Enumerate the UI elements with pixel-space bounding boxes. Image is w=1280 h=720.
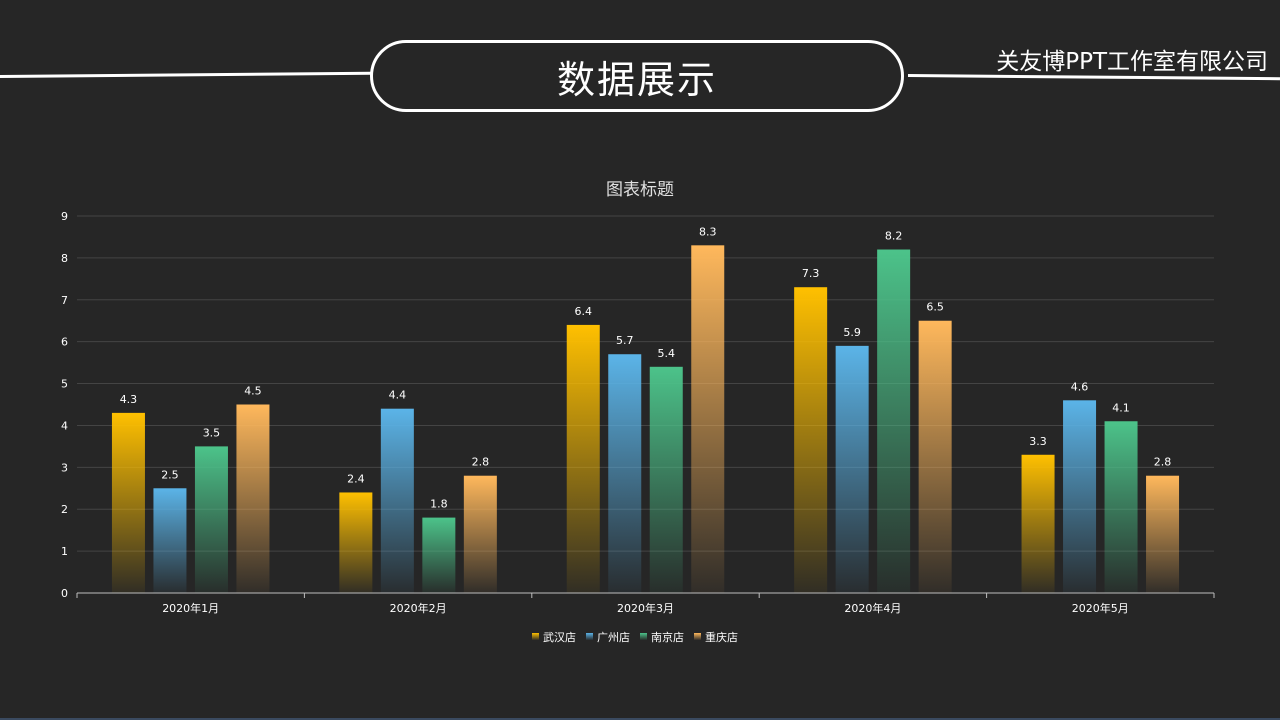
legend-swatch: [532, 633, 539, 640]
bar-重庆店-2020年3月: [691, 245, 725, 594]
x-tick-label: 2020年2月: [390, 601, 447, 615]
bar-武汉店-2020年3月: [566, 324, 600, 593]
bar-广州店-2020年1月: [153, 488, 187, 593]
axes: 0 1 2 3 4 5 6 7 8 9 2020年1月 2020年2月 2020年3月 2020年4月 20…: [61, 210, 1215, 615]
company-name: 关友博PPT工作室有限公司: [996, 49, 1268, 75]
data-label: 4.3: [120, 393, 138, 406]
bar-重庆店-2020年4月: [918, 320, 952, 593]
data-label: 5.4: [658, 347, 676, 360]
x-tick-label: 2020年3月: [617, 601, 674, 615]
data-label: 2.4: [347, 472, 365, 485]
bar-重庆店-2020年2月: [463, 475, 497, 593]
data-label: 7.3: [802, 267, 820, 280]
bar-武汉店-2020年2月: [339, 492, 373, 593]
bar-广州店-2020年3月: [608, 354, 642, 593]
data-label: 8.2: [885, 230, 903, 243]
bar-广州店-2020年4月: [835, 345, 869, 593]
y-tick-label: 2: [61, 503, 68, 516]
legend: 武汉店 广州店 南京店 重庆店: [532, 630, 738, 644]
data-labels: 4.3 2.5 3.5 4.5 2.4 4.4 1.8 2.8 6.4 5.7 5.4 8.3 7.3 5…: [120, 225, 1172, 510]
bar-重庆店-2020年5月: [1146, 475, 1180, 593]
bar-南京店-2020年2月: [422, 517, 456, 593]
data-label: 5.9: [843, 326, 861, 339]
legend-label: 广州店: [597, 630, 630, 644]
bars: [111, 245, 1180, 594]
data-label: 6.5: [926, 301, 944, 314]
data-label: 5.7: [616, 334, 634, 347]
bar-武汉店-2020年1月: [111, 412, 145, 593]
page-title-text: 数据展示: [556, 57, 717, 102]
y-tick-label: 3: [61, 461, 68, 474]
y-tick-label: 7: [61, 294, 68, 307]
bottom-border: [0, 718, 1280, 720]
y-tick-label: 5: [61, 378, 68, 391]
bar-广州店-2020年5月: [1063, 400, 1097, 593]
x-tick-label: 2020年4月: [844, 601, 901, 615]
y-tick-label: 1: [61, 545, 68, 558]
y-tick-label: 8: [61, 252, 68, 265]
bar-广州店-2020年2月: [380, 408, 414, 593]
data-label: 2.5: [161, 468, 179, 481]
x-tick-label: 2020年1月: [162, 601, 219, 615]
data-label: 8.3: [699, 225, 717, 238]
legend-label: 南京店: [651, 630, 684, 644]
y-tick-label: 9: [61, 210, 68, 223]
y-tick-label: 4: [61, 419, 68, 432]
bar-南京店-2020年4月: [877, 249, 911, 593]
legend-swatch: [694, 633, 701, 640]
bar-南京店-2020年1月: [194, 446, 228, 593]
data-label: 4.4: [389, 389, 407, 402]
legend-swatch: [640, 633, 647, 640]
data-label: 3.3: [1029, 435, 1047, 448]
legend-swatch: [586, 633, 593, 640]
chart-title: 图表标题: [606, 180, 674, 200]
data-label: 2.8: [472, 456, 490, 469]
page-title: 数据展示: [370, 40, 904, 112]
data-label: 1.8: [430, 498, 448, 511]
bar-南京店-2020年3月: [649, 366, 683, 593]
data-label: 4.6: [1071, 380, 1089, 393]
x-tick-label: 2020年5月: [1072, 601, 1129, 615]
data-label: 4.1: [1112, 401, 1130, 414]
y-tick-label: 6: [61, 336, 68, 349]
y-tick-label: 0: [61, 587, 68, 600]
data-label: 6.4: [575, 305, 593, 318]
legend-label: 重庆店: [705, 630, 738, 644]
bar-重庆店-2020年1月: [236, 404, 270, 593]
data-label: 4.5: [244, 385, 262, 398]
legend-label: 武汉店: [543, 630, 576, 644]
data-label: 2.8: [1154, 456, 1172, 469]
data-label: 3.5: [203, 426, 221, 439]
bar-武汉店-2020年5月: [1021, 454, 1055, 593]
bar-南京店-2020年5月: [1104, 421, 1138, 593]
bar-武汉店-2020年4月: [794, 287, 828, 593]
